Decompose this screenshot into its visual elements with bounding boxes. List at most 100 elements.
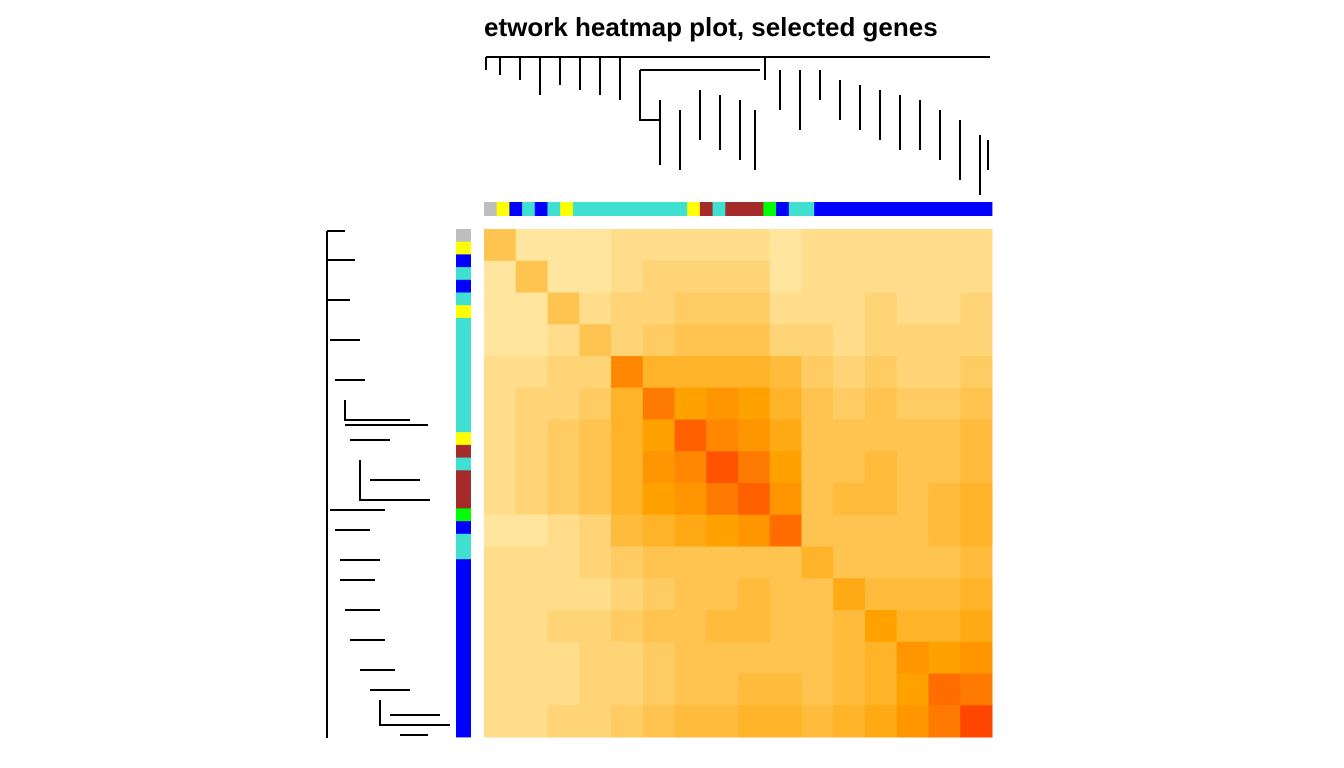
- heatmap-cell: [547, 546, 580, 579]
- module-color-left: [456, 610, 471, 624]
- heatmap-cell: [611, 546, 644, 579]
- module-color-left: [456, 622, 471, 636]
- heatmap-cell: [769, 387, 802, 420]
- heatmap-cell: [865, 546, 898, 579]
- heatmap-cell: [579, 546, 612, 579]
- heatmap-cell: [833, 610, 866, 643]
- heatmap-cell: [642, 641, 675, 674]
- heatmap-cell: [706, 673, 739, 706]
- heatmap-cell: [611, 451, 644, 484]
- heatmap-cell: [769, 324, 802, 357]
- heatmap-cell: [738, 387, 771, 420]
- heatmap-cell: [515, 451, 548, 484]
- module-color-top: [585, 202, 599, 216]
- heatmap-cell: [769, 260, 802, 293]
- heatmap-cell: [515, 229, 548, 262]
- heatmap-cell: [928, 324, 961, 357]
- module-color-left: [456, 292, 471, 306]
- heatmap-cell: [833, 514, 866, 547]
- module-color-left: [456, 584, 471, 598]
- heatmap-cell: [801, 483, 834, 516]
- heatmap-cell: [579, 641, 612, 674]
- heatmap-cell: [738, 514, 771, 547]
- heatmap-cell: [674, 483, 707, 516]
- heatmap-cell: [579, 387, 612, 420]
- heatmap-cell: [547, 229, 580, 262]
- heatmap-cell: [801, 546, 834, 579]
- module-color-top: [966, 202, 980, 216]
- heatmap-cell: [801, 578, 834, 611]
- module-color-top: [623, 202, 637, 216]
- heatmap-cell: [484, 356, 517, 389]
- heatmap-cell: [484, 705, 517, 738]
- module-color-left: [456, 724, 471, 738]
- module-color-left: [456, 648, 471, 662]
- heatmap-cell: [738, 356, 771, 389]
- heatmap-cell: [896, 610, 929, 643]
- module-color-left: [456, 432, 471, 446]
- heatmap-cell: [579, 610, 612, 643]
- heatmap-cell: [706, 229, 739, 262]
- heatmap-cell: [801, 324, 834, 357]
- heatmap-cell: [738, 260, 771, 293]
- heatmap-cell: [896, 483, 929, 516]
- module-color-left: [456, 533, 471, 547]
- heatmap-cell: [484, 292, 517, 325]
- heatmap-cell: [738, 324, 771, 357]
- heatmap-cell: [515, 705, 548, 738]
- module-color-top: [915, 202, 929, 216]
- heatmap-cell: [769, 292, 802, 325]
- heatmap-cell: [579, 356, 612, 389]
- heatmap-cell: [928, 673, 961, 706]
- heatmap-cell: [896, 546, 929, 579]
- module-color-left: [456, 495, 471, 509]
- heatmap-cell: [896, 419, 929, 452]
- heatmap-cell: [801, 673, 834, 706]
- heatmap-cell: [960, 229, 993, 262]
- module-color-top: [788, 202, 802, 216]
- module-color-left: [456, 470, 471, 484]
- heatmap-cell: [738, 483, 771, 516]
- heatmap-cell: [547, 705, 580, 738]
- heatmap-cell: [833, 229, 866, 262]
- heatmap-cell: [674, 578, 707, 611]
- heatmap-cell: [738, 229, 771, 262]
- heatmap-cell: [833, 546, 866, 579]
- module-color-top: [865, 202, 879, 216]
- module-color-top: [674, 202, 688, 216]
- heatmap-cell: [515, 324, 548, 357]
- heatmap-cell: [547, 641, 580, 674]
- module-color-top: [776, 202, 790, 216]
- module-color-left: [456, 279, 471, 293]
- heatmap-cell: [833, 705, 866, 738]
- heatmap-cell: [801, 387, 834, 420]
- heatmap-cell: [960, 260, 993, 293]
- heatmap-cell: [611, 610, 644, 643]
- module-color-left: [456, 381, 471, 395]
- heatmap-cell: [706, 419, 739, 452]
- heatmap-cell: [896, 578, 929, 611]
- heatmap-cell: [674, 292, 707, 325]
- heatmap-cell: [547, 260, 580, 293]
- heatmap-cell: [674, 356, 707, 389]
- module-color-top: [484, 202, 498, 216]
- heatmap-cell: [579, 514, 612, 547]
- module-color-top: [814, 202, 828, 216]
- module-color-top: [636, 202, 650, 216]
- heatmap-cell: [642, 451, 675, 484]
- heatmap-cell: [865, 673, 898, 706]
- module-color-left: [456, 483, 471, 497]
- heatmap-cell: [484, 229, 517, 262]
- heatmap-cell: [928, 578, 961, 611]
- heatmap-cell: [928, 292, 961, 325]
- heatmap-cell: [642, 546, 675, 579]
- heatmap-cell: [706, 451, 739, 484]
- heatmap-cell: [706, 514, 739, 547]
- heatmap-cell: [484, 514, 517, 547]
- module-color-top: [763, 202, 777, 216]
- heatmap-cell: [547, 610, 580, 643]
- left-dendrogram: [326, 230, 450, 738]
- module-color-left: [456, 508, 471, 522]
- heatmap-cell: [801, 641, 834, 674]
